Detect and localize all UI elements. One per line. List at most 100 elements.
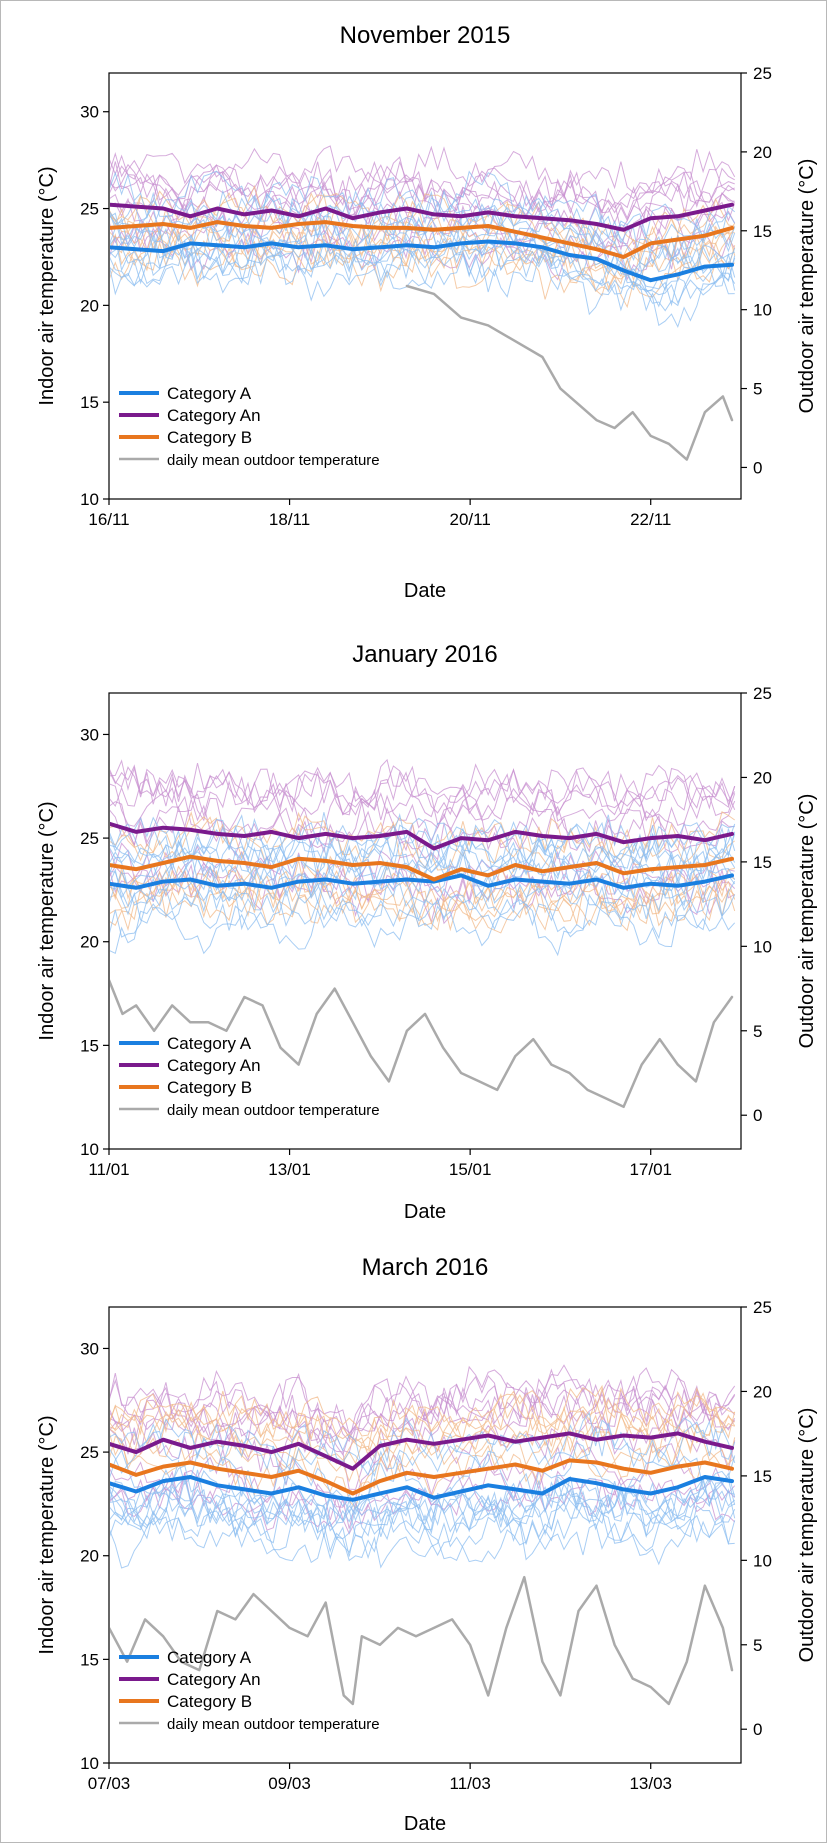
- series-line-category-an: [110, 1431, 734, 1471]
- x-axis-label: Date: [404, 1201, 446, 1223]
- x-axis-label: Date: [404, 580, 446, 602]
- room-trace: [110, 1478, 736, 1539]
- y-left-tick-label: 25: [80, 1443, 99, 1462]
- y-left-tick-label: 25: [80, 829, 99, 848]
- room-trace: [110, 1377, 736, 1436]
- y-right-tick-label: 0: [753, 1106, 762, 1125]
- series-line-daily-mean-outdoor-temperature: [110, 1575, 734, 1706]
- legend-label: Category An: [167, 1670, 261, 1689]
- legend-label: Category B: [167, 1692, 252, 1711]
- room-trace: [110, 223, 736, 284]
- plot-frame: [108, 1306, 742, 1764]
- y-right-tick-label: 20: [753, 143, 772, 162]
- y-right-tick-label: 15: [753, 1467, 772, 1486]
- series-line-category-an: [110, 821, 734, 851]
- y-right-tick-label: 20: [753, 768, 772, 787]
- y-right-tick-label: 25: [753, 1298, 772, 1317]
- room-trace: [110, 795, 736, 853]
- series-line-category-a: [110, 239, 734, 283]
- legend: Category A Category An Category B daily mea…: [119, 1034, 380, 1119]
- x-tick-label: 07/03: [88, 1774, 131, 1793]
- room-trace: [110, 192, 736, 263]
- x-tick-label: 17/01: [629, 1160, 672, 1179]
- y-left-tick-label: 10: [80, 1754, 99, 1773]
- room-trace: [110, 1392, 735, 1459]
- room-trace: [110, 1411, 736, 1477]
- series-line-daily-mean-outdoor-temperature: [110, 979, 734, 1109]
- y-left-tick-label: 20: [80, 296, 99, 315]
- legend-label: Category B: [167, 1078, 252, 1097]
- room-trace: [110, 846, 736, 908]
- room-trace: [110, 235, 736, 312]
- y-left-tick-label: 30: [80, 725, 99, 744]
- room-trace: [110, 758, 736, 818]
- y-right-tick-label: 0: [753, 458, 762, 477]
- x-tick-label: 13/01: [268, 1160, 311, 1179]
- legend: Category A Category An Category B daily mea…: [119, 1648, 380, 1733]
- room-trace: [110, 1365, 736, 1443]
- y-left-tick-label: 15: [80, 393, 99, 412]
- x-tick-label: 11/03: [450, 1774, 491, 1793]
- y-right-tick-label: 5: [753, 380, 762, 399]
- y-right-tick-label: 20: [753, 1382, 772, 1401]
- series-line-category-a: [110, 1475, 734, 1502]
- legend-label: Category A: [167, 384, 252, 403]
- y-right-axis-label: Outdoor air temperature (°C): [796, 1408, 818, 1663]
- room-trace: [110, 1469, 735, 1540]
- series-line-category-an: [110, 202, 734, 232]
- plot-frame: [108, 72, 742, 500]
- series-line-category-b: [110, 220, 734, 259]
- room-trace: [110, 854, 736, 911]
- chart-title: January 2016: [352, 641, 497, 668]
- legend-label: daily mean outdoor temperature: [167, 1102, 380, 1119]
- room-trace: [110, 812, 735, 865]
- room-trace: [110, 880, 736, 931]
- room-trace: [110, 1386, 735, 1441]
- y-left-tick-label: 10: [80, 1140, 99, 1159]
- plot-area: [110, 145, 736, 461]
- legend: Category A Category An Category B daily mea…: [119, 384, 380, 469]
- x-axis-label: Date: [404, 1813, 446, 1835]
- y-left-tick-label: 20: [80, 1547, 99, 1566]
- plot-area: [110, 1364, 736, 1706]
- room-trace: [110, 1382, 736, 1456]
- y-right-tick-label: 5: [753, 1636, 762, 1655]
- room-trace: [110, 764, 736, 826]
- legend-label: Category An: [167, 406, 261, 425]
- y-left-axis-label: Indoor air temperature (°C): [36, 166, 58, 405]
- room-trace: [110, 768, 736, 823]
- chart-title: November 2015: [340, 22, 511, 49]
- y-left-tick-label: 25: [80, 200, 99, 219]
- x-tick-label: 09/03: [268, 1774, 311, 1793]
- y-right-tick-label: 5: [753, 1022, 762, 1041]
- y-right-tick-label: 0: [753, 1720, 762, 1739]
- series-line-category-a: [110, 873, 734, 890]
- legend-label: Category An: [167, 1056, 261, 1075]
- room-trace: [110, 226, 735, 312]
- y-left-tick-label: 10: [80, 490, 99, 509]
- x-tick-label: 20/11: [450, 510, 491, 529]
- chart-panel-3: March 2016 10 15 20 25 30 0 5 10 15 20 25 07/03 09/03…: [36, 1254, 818, 1835]
- series-line-daily-mean-outdoor-temperature: [405, 284, 734, 461]
- room-trace: [110, 170, 736, 240]
- room-trace: [110, 161, 735, 225]
- legend-label: Category B: [167, 428, 252, 447]
- plot-frame: [108, 692, 742, 1150]
- y-left-tick-label: 30: [80, 1339, 99, 1358]
- room-trace: [110, 823, 736, 874]
- x-tick-label: 18/11: [269, 510, 310, 529]
- room-trace: [110, 1384, 736, 1457]
- x-tick-label: 13/03: [629, 1774, 672, 1793]
- room-trace: [110, 1465, 736, 1535]
- x-tick-label: 16/11: [88, 510, 129, 529]
- room-trace: [110, 206, 736, 288]
- room-trace: [110, 1477, 736, 1537]
- room-trace: [110, 1514, 735, 1569]
- y-right-axis-label: Outdoor air temperature (°C): [796, 794, 818, 1049]
- room-trace: [110, 1441, 736, 1510]
- room-trace: [110, 159, 735, 220]
- plot-area: [110, 758, 736, 1109]
- chart-title: March 2016: [362, 1254, 489, 1281]
